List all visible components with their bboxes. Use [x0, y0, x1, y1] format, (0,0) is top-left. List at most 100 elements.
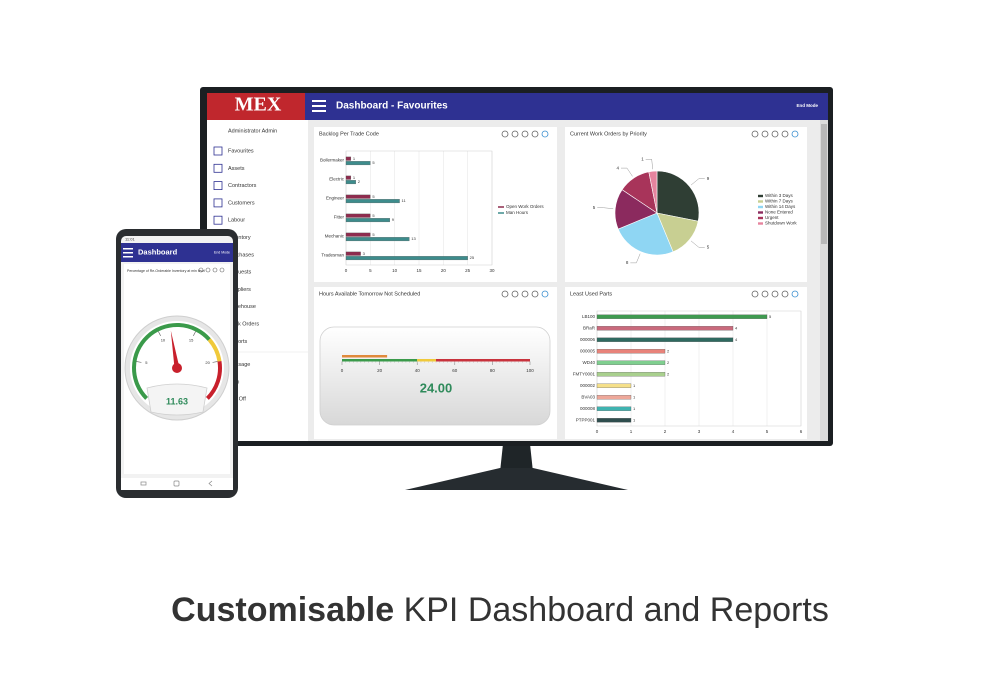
menu-item[interactable]: Favourites — [228, 148, 254, 154]
legend-swatch — [758, 205, 763, 209]
scroll-thumb — [821, 124, 827, 244]
gauge-band — [417, 359, 436, 362]
panel-tool[interactable] — [205, 267, 211, 273]
hamburger[interactable] — [312, 100, 326, 112]
legend-swatch — [758, 211, 763, 214]
panel-tool[interactable] — [761, 290, 769, 298]
legend-label: Man Hours — [506, 210, 529, 215]
user-name: Administrator Admin — [228, 128, 277, 134]
menu-item[interactable]: Purchases — [228, 252, 254, 258]
legend-swatch — [758, 194, 763, 198]
y-tick-label: 000008 — [580, 406, 596, 411]
bar — [596, 418, 632, 423]
phone-nav-bar — [121, 478, 233, 490]
bar — [345, 156, 352, 161]
nav-icon[interactable] — [208, 480, 213, 487]
panel-tool[interactable] — [791, 290, 799, 298]
legend-label: Within 7 Days — [765, 199, 794, 204]
panel-tool[interactable] — [751, 130, 759, 138]
panel-tool[interactable] — [781, 290, 789, 298]
data-label: 5 — [372, 160, 375, 165]
x-tick-label: 1 — [630, 429, 633, 434]
panel-tool[interactable] — [541, 290, 549, 298]
phone-hamburger[interactable] — [123, 248, 133, 258]
panel-tool[interactable] — [751, 290, 759, 298]
x-tick-label: 5 — [369, 268, 372, 273]
panel-tool[interactable] — [771, 290, 779, 298]
panel-tool[interactable] — [521, 130, 529, 138]
menu-item[interactable]: Suppliers — [228, 287, 251, 293]
monitor-base — [405, 468, 628, 490]
phone-gauge: Percentage of Re-Orderable Inventory at … — [124, 267, 230, 421]
menu-item[interactable]: Contractors — [228, 183, 257, 189]
panel-tool[interactable] — [531, 290, 539, 298]
menu-icon[interactable] — [213, 181, 223, 191]
panel-tool[interactable] — [501, 130, 509, 138]
nav-icon[interactable] — [140, 481, 147, 486]
bar — [345, 256, 468, 261]
data-label: 1 — [353, 156, 356, 161]
panel-tool[interactable] — [212, 267, 218, 273]
mode-label[interactable]: End Mode — [797, 103, 819, 108]
gauge-band — [205, 360, 222, 400]
y-tick-label: FMTY0001 — [573, 371, 596, 376]
phone-title: Dashboard — [138, 247, 178, 256]
panel-title: Current Work Orders by Priority — [570, 131, 647, 137]
legend-label: None Entered — [765, 210, 793, 215]
menu-item[interactable]: Warehouse — [228, 304, 256, 310]
legend-label: Open Work Orders — [506, 204, 544, 209]
menu-item[interactable]: Message — [228, 362, 250, 368]
leader-line — [620, 167, 633, 177]
logo-area — [207, 93, 305, 120]
panel-tool[interactable] — [771, 130, 779, 138]
legend-swatch — [758, 222, 763, 225]
panel-title: Hours Available Tomorrow Not Scheduled — [319, 291, 420, 297]
panel-title: Least Used Parts — [570, 291, 612, 297]
menu-icon[interactable] — [213, 215, 223, 225]
menu-item[interactable]: Requests — [228, 270, 251, 276]
menu-icon[interactable] — [213, 163, 223, 173]
gauge-band — [342, 359, 418, 362]
pie-slice — [656, 170, 700, 222]
panel-tool[interactable] — [198, 267, 204, 273]
phone-mode[interactable]: End Mode — [214, 250, 230, 254]
panel-tool[interactable] — [511, 290, 519, 298]
x-tick-label: 60 — [452, 368, 458, 373]
menu-icon[interactable] — [213, 198, 223, 208]
legend-label: Within 14 Days — [765, 204, 796, 209]
panel-tool[interactable] — [541, 130, 549, 138]
bar — [596, 314, 768, 319]
menu-icon[interactable] — [213, 146, 223, 156]
nav-icon[interactable] — [173, 480, 180, 487]
x-tick-label: 0 — [596, 429, 599, 434]
data-label: 1 — [353, 175, 356, 180]
legend-label: Urgent — [765, 215, 779, 220]
y-tick-label: Boilermaker — [320, 158, 345, 163]
data-label: 2 — [358, 179, 361, 184]
menu-item[interactable]: Assets — [228, 166, 245, 172]
panel-tool[interactable] — [511, 130, 519, 138]
legend-label: Within 3 Days — [765, 193, 794, 198]
menu-item[interactable]: Customers — [228, 200, 255, 206]
chart-panel: Hours Available Tomorrow Not Scheduled 0 2… — [314, 287, 557, 439]
panel-tool[interactable] — [531, 130, 539, 138]
menu-item[interactable]: Labour — [228, 218, 245, 224]
panel-tool[interactable] — [521, 290, 529, 298]
x-tick-label: 25 — [465, 268, 471, 273]
x-tick-label: 20 — [441, 268, 447, 273]
panel-tool[interactable] — [781, 130, 789, 138]
bar — [596, 360, 666, 365]
plot-border — [345, 150, 493, 266]
panel-tool[interactable] — [791, 130, 799, 138]
data-label: 1 — [633, 406, 636, 411]
panel-tool[interactable] — [501, 290, 509, 298]
data-label: 2 — [667, 360, 670, 365]
data-label: 9 — [707, 176, 710, 181]
panel-tool[interactable] — [219, 267, 225, 273]
x-tick-label: 10 — [392, 268, 398, 273]
data-label: 11 — [402, 198, 407, 203]
menu-item[interactable]: Work Orders — [228, 321, 259, 327]
plot-border — [596, 310, 802, 427]
panel-tool[interactable] — [761, 130, 769, 138]
menu-item[interactable]: Inventory — [228, 235, 251, 241]
